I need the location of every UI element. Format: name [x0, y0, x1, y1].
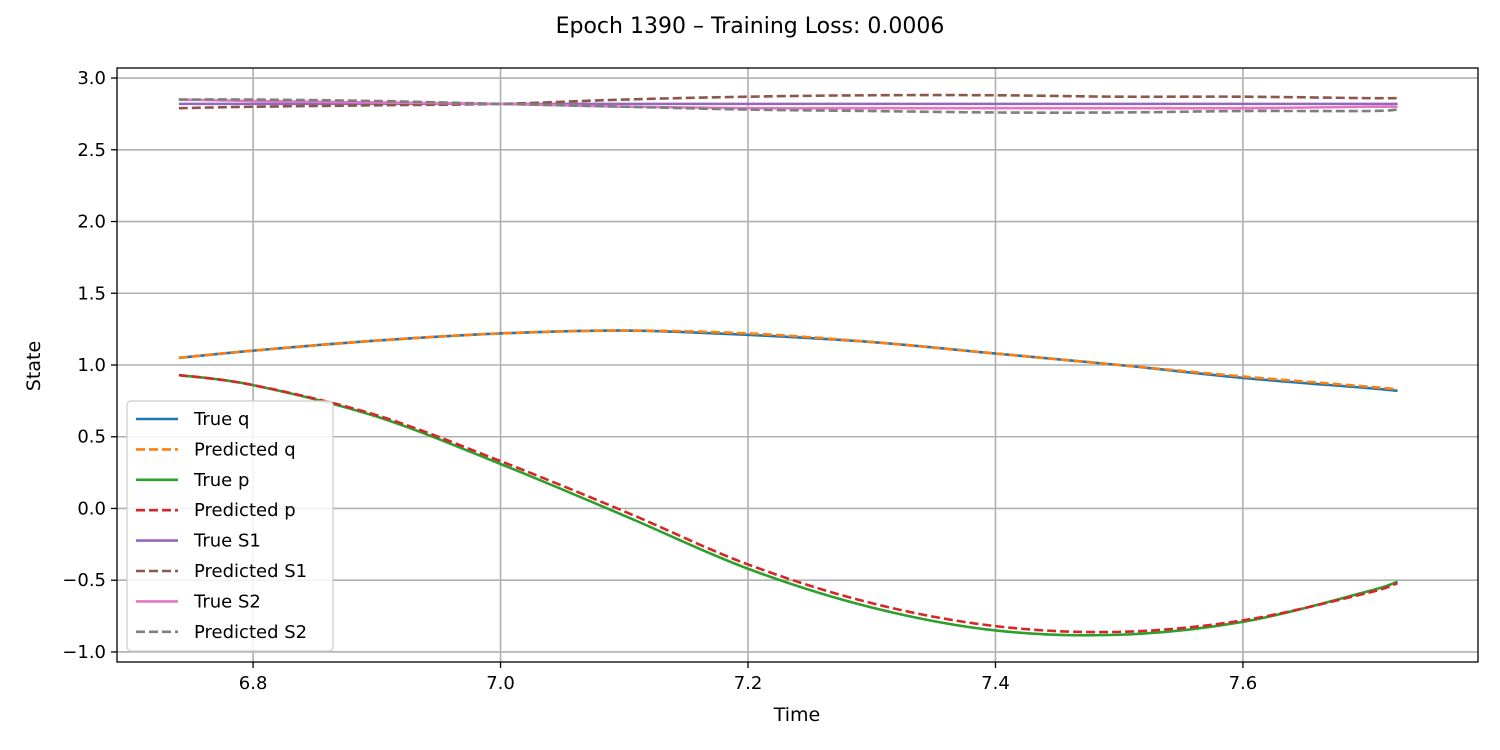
y-axis-label: State	[23, 341, 45, 391]
series-line-true-s2	[178, 98, 1398, 110]
y-tick-label: −0.5	[62, 570, 106, 591]
axis-ticks: 6.8 7.0 7.2 7.4 7.6 −1.0 −0.5 0.0 0.5 1.0 1.5 2.0 2.…	[62, 68, 1257, 694]
y-tick-label: 0.0	[77, 498, 106, 519]
y-tick-label: 3.0	[77, 68, 106, 89]
y-tick-label: 0.5	[77, 427, 106, 448]
series-line-predicted-q	[178, 329, 1398, 391]
x-tick-label: 7.4	[981, 673, 1010, 694]
series-line-true-q	[178, 329, 1398, 393]
chart-title: Epoch 1390 – Training Loss: 0.0006	[556, 14, 945, 39]
x-tick-label: 7.6	[1229, 673, 1258, 694]
y-tick-label: 2.5	[77, 140, 106, 161]
y-tick-label: 2.0	[77, 212, 106, 233]
grid-lines	[117, 68, 1478, 662]
legend-label-true-q: True q	[193, 409, 249, 430]
series-line-predicted-s2	[178, 98, 1398, 114]
series-line-predicted-s1	[178, 93, 1398, 110]
legend-label-predicted-s2: Predicted S2	[194, 622, 307, 643]
legend-label-true-p: True p	[193, 470, 249, 491]
legend: True q Predicted q True p Predicted p True S…	[126, 400, 334, 652]
legend-label-true-s2: True S2	[193, 591, 261, 612]
x-tick-label: 6.8	[239, 673, 268, 694]
x-tick-label: 7.0	[486, 673, 515, 694]
legend-label-true-s1: True S1	[193, 531, 261, 552]
legend-box	[126, 400, 334, 652]
y-tick-label: 1.0	[77, 355, 106, 376]
plot-area	[178, 93, 1399, 637]
legend-label-predicted-q: Predicted q	[194, 439, 296, 460]
series-line-true-p	[178, 373, 1399, 637]
y-tick-label: −1.0	[62, 642, 106, 663]
series-line-predicted-p	[178, 373, 1399, 634]
x-axis-label: Time	[773, 704, 821, 726]
y-tick-label: 1.5	[77, 283, 106, 304]
x-tick-label: 7.2	[734, 673, 763, 694]
legend-label-predicted-s1: Predicted S1	[194, 561, 307, 582]
legend-label-predicted-p: Predicted p	[194, 500, 296, 521]
